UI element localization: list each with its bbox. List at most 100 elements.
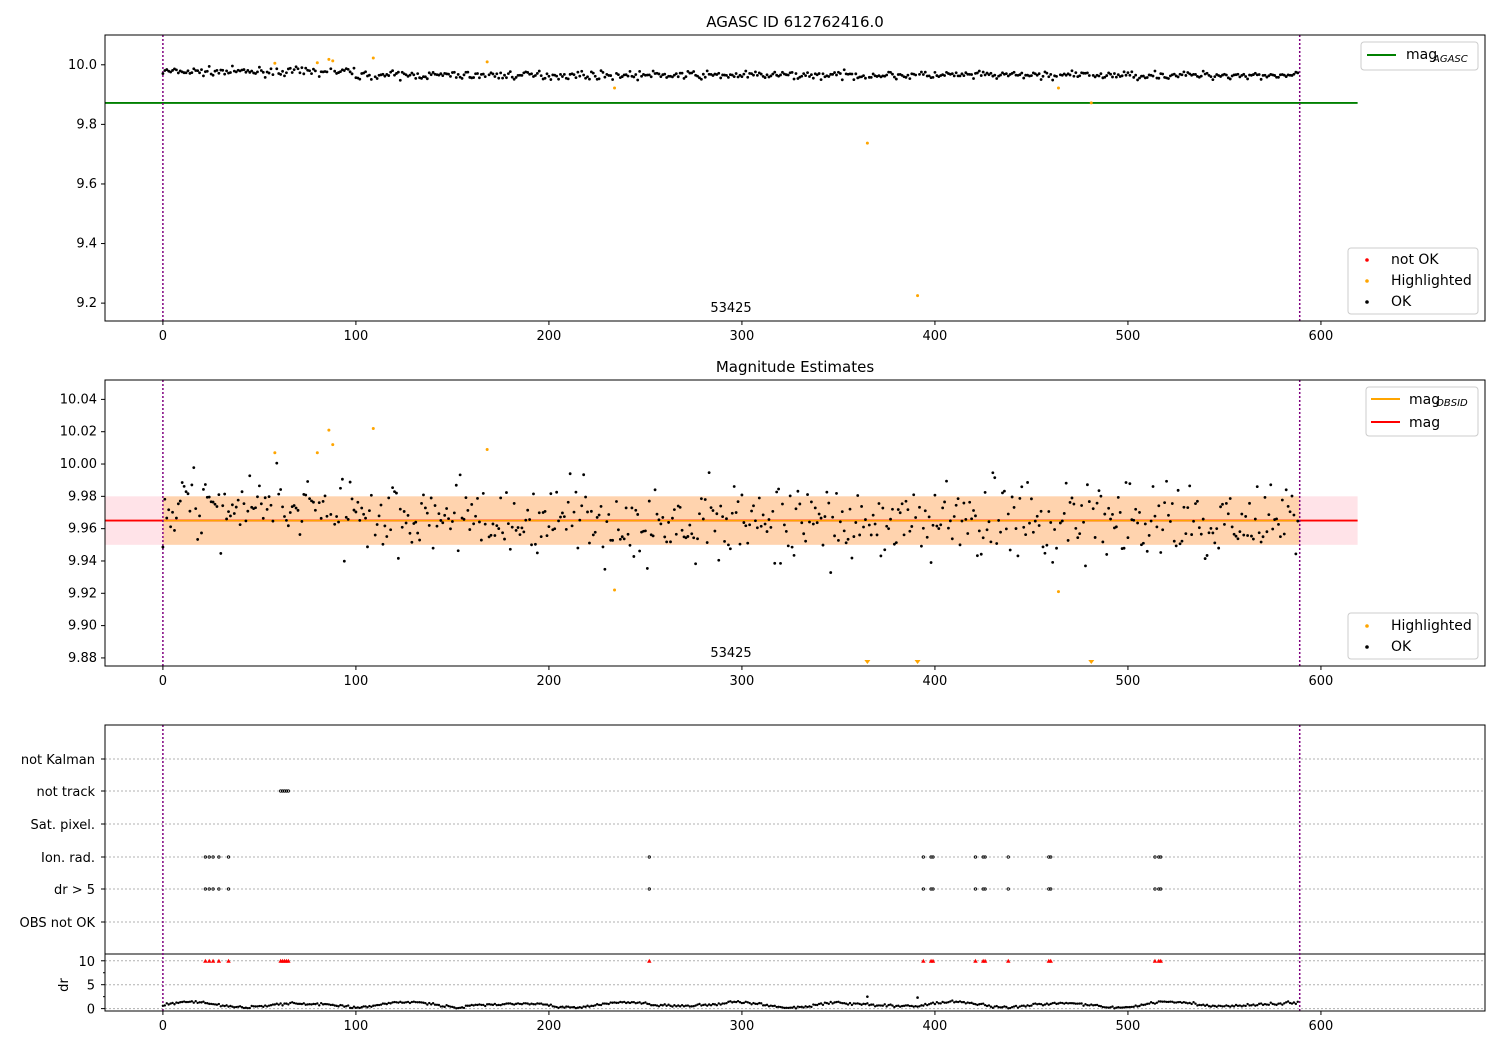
ok-point <box>674 532 678 536</box>
ok-point <box>923 70 927 74</box>
ok-point <box>1282 532 1286 536</box>
ok-point <box>215 505 219 508</box>
flag-point <box>929 855 933 859</box>
flag-point <box>207 887 211 891</box>
ok-point <box>468 528 472 531</box>
ok-point <box>935 524 939 528</box>
dr-point <box>495 1003 499 1007</box>
dr-point <box>329 1003 333 1007</box>
dr-point <box>1119 1006 1122 1009</box>
dr-point <box>705 1004 709 1007</box>
dr-point <box>1037 1002 1041 1006</box>
ok-point <box>211 500 215 504</box>
ok-point <box>671 516 674 520</box>
ok-point <box>437 512 441 515</box>
ok-point <box>1035 73 1039 77</box>
ok-point <box>325 514 329 518</box>
ok-point <box>699 77 703 81</box>
dr-point <box>211 1002 215 1006</box>
ok-point <box>757 496 761 500</box>
ok-point <box>246 509 250 513</box>
ok-point <box>821 72 825 76</box>
ok-point <box>443 513 447 517</box>
ok-point <box>387 74 391 77</box>
dr-point <box>1174 1001 1178 1004</box>
ok-point <box>1124 73 1128 77</box>
dr-point <box>339 1003 342 1007</box>
ok-point <box>1107 506 1111 510</box>
dr-point <box>333 1004 336 1007</box>
ok-point <box>217 493 221 497</box>
dr-point <box>796 1005 800 1008</box>
ok-point <box>763 76 767 79</box>
ok-point <box>522 530 526 534</box>
ok-point <box>786 73 790 77</box>
ok-point <box>995 542 999 545</box>
dr-ytick-label: 10 <box>78 955 95 970</box>
dr-point <box>756 1002 759 1006</box>
ok-point <box>393 73 396 77</box>
ok-point <box>694 562 698 566</box>
ok-point <box>1292 72 1296 76</box>
ok-point <box>180 481 184 484</box>
ok-point <box>1149 519 1153 523</box>
dr-clipped-marker <box>216 958 222 963</box>
ok-point <box>620 535 624 539</box>
ok-point <box>333 522 337 526</box>
ok-point <box>1053 528 1056 531</box>
ok-point <box>790 545 794 549</box>
dr-point <box>889 1003 892 1006</box>
ok-point <box>1068 73 1072 77</box>
ok-point <box>348 70 352 74</box>
dr-point <box>912 1005 915 1008</box>
dr-point <box>707 1003 711 1006</box>
dr-point <box>482 1003 485 1007</box>
dr-point <box>310 1003 313 1006</box>
dr-point <box>1285 1001 1288 1004</box>
dr-point <box>385 1002 388 1006</box>
ok-point <box>1072 502 1076 506</box>
ok-point <box>1095 501 1099 505</box>
dr-point <box>1057 1002 1060 1005</box>
ok-point <box>1188 484 1192 488</box>
ok-point <box>1196 499 1199 503</box>
highlighted-point <box>327 57 331 61</box>
dr-point <box>1014 1004 1018 1008</box>
ok-point <box>1163 501 1167 505</box>
dr-point <box>543 1003 547 1006</box>
dr-point <box>1134 1004 1137 1007</box>
ok-point <box>396 556 400 560</box>
dr-point <box>1028 1004 1031 1008</box>
flag-point <box>217 855 221 859</box>
ok-point <box>937 527 941 530</box>
ok-point <box>263 75 267 79</box>
dr-clipped-marker <box>203 958 208 963</box>
dr-point <box>1257 1002 1261 1006</box>
p1-xtick-label: 600 <box>1309 329 1334 344</box>
dr-point <box>868 1004 871 1007</box>
ok-point <box>545 534 549 538</box>
dr-point <box>958 1000 962 1003</box>
dr-point <box>520 1003 524 1006</box>
ok-point <box>248 474 252 478</box>
ok-point <box>433 504 437 507</box>
ok-point <box>628 69 632 73</box>
ok-point <box>389 70 393 74</box>
ok-point <box>176 502 180 506</box>
ok-point <box>875 533 879 537</box>
dr-point <box>337 1005 340 1008</box>
ok-point <box>564 527 568 531</box>
dr-point <box>252 1005 255 1008</box>
ok-point <box>964 517 968 521</box>
dr-point <box>833 1001 836 1004</box>
magnitude-panel-frame <box>104 379 1486 667</box>
ok-point <box>987 520 991 524</box>
dr-point <box>1277 1002 1280 1005</box>
dr-point <box>704 1003 707 1006</box>
flag-point <box>921 887 925 891</box>
ok-point <box>794 507 798 511</box>
dr-point <box>279 1002 282 1005</box>
ok-point <box>1047 75 1051 79</box>
ok-point <box>1273 74 1277 77</box>
ok-point <box>871 72 875 76</box>
